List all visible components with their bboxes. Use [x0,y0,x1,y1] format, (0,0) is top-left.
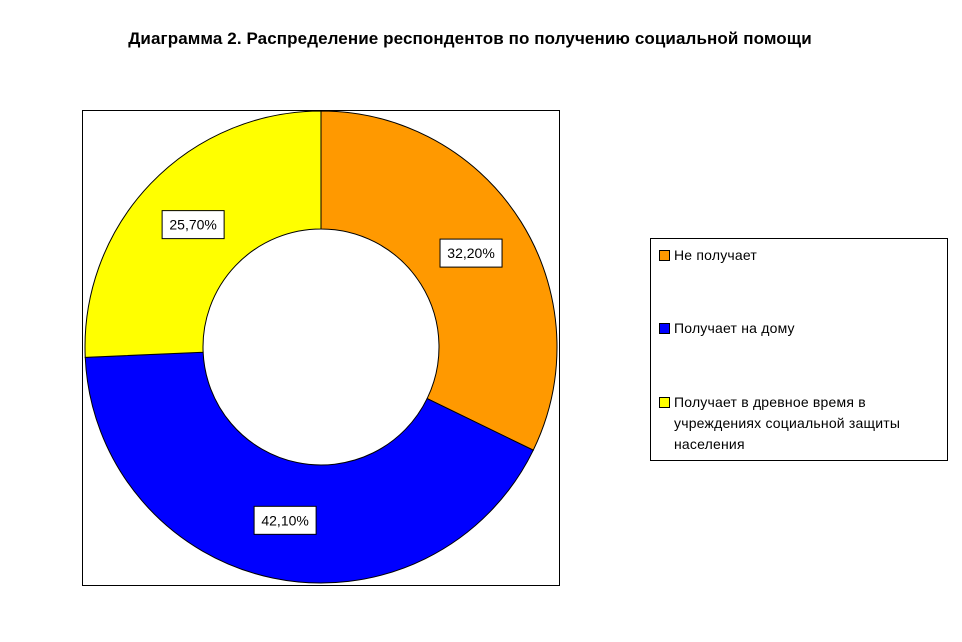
data-label-2: 25,70% [161,210,225,240]
data-label-0: 32,20% [439,238,503,268]
doughnut-chart: 32,20% 42,10% 25,70% [84,111,558,584]
data-label-text-0: 32,20% [447,245,494,261]
data-label-text-1: 42,10% [261,512,308,528]
data-label-1: 42,10% [253,505,317,535]
legend-label-0: Не получает [674,247,758,263]
doughnut-segment-1 [84,351,534,584]
plot-area: 32,20% 42,10% 25,70% [82,110,560,586]
data-label-box-0 [439,238,503,268]
legend: Не получает Получает на дому Получает в … [650,238,948,461]
legend-swatch-0 [659,250,670,261]
legend-item-0: Не получает [659,245,944,266]
legend-swatch-1 [659,323,670,334]
data-label-text-2: 25,70% [169,217,216,233]
data-label-box-2 [161,210,225,240]
legend-swatch-2 [659,397,670,408]
legend-label-1: Получает на дому [674,320,795,336]
doughnut-segment-0 [320,111,558,451]
legend-item-2: Получает в древное время в учреждениях с… [659,392,944,455]
legend-label-2: Получает в древное время в учреждениях с… [674,394,901,452]
data-label-box-1 [253,505,317,535]
legend-item-1: Получает на дому [659,318,944,339]
chart-title: Диаграмма 2. Распределение респондентов … [128,29,812,48]
